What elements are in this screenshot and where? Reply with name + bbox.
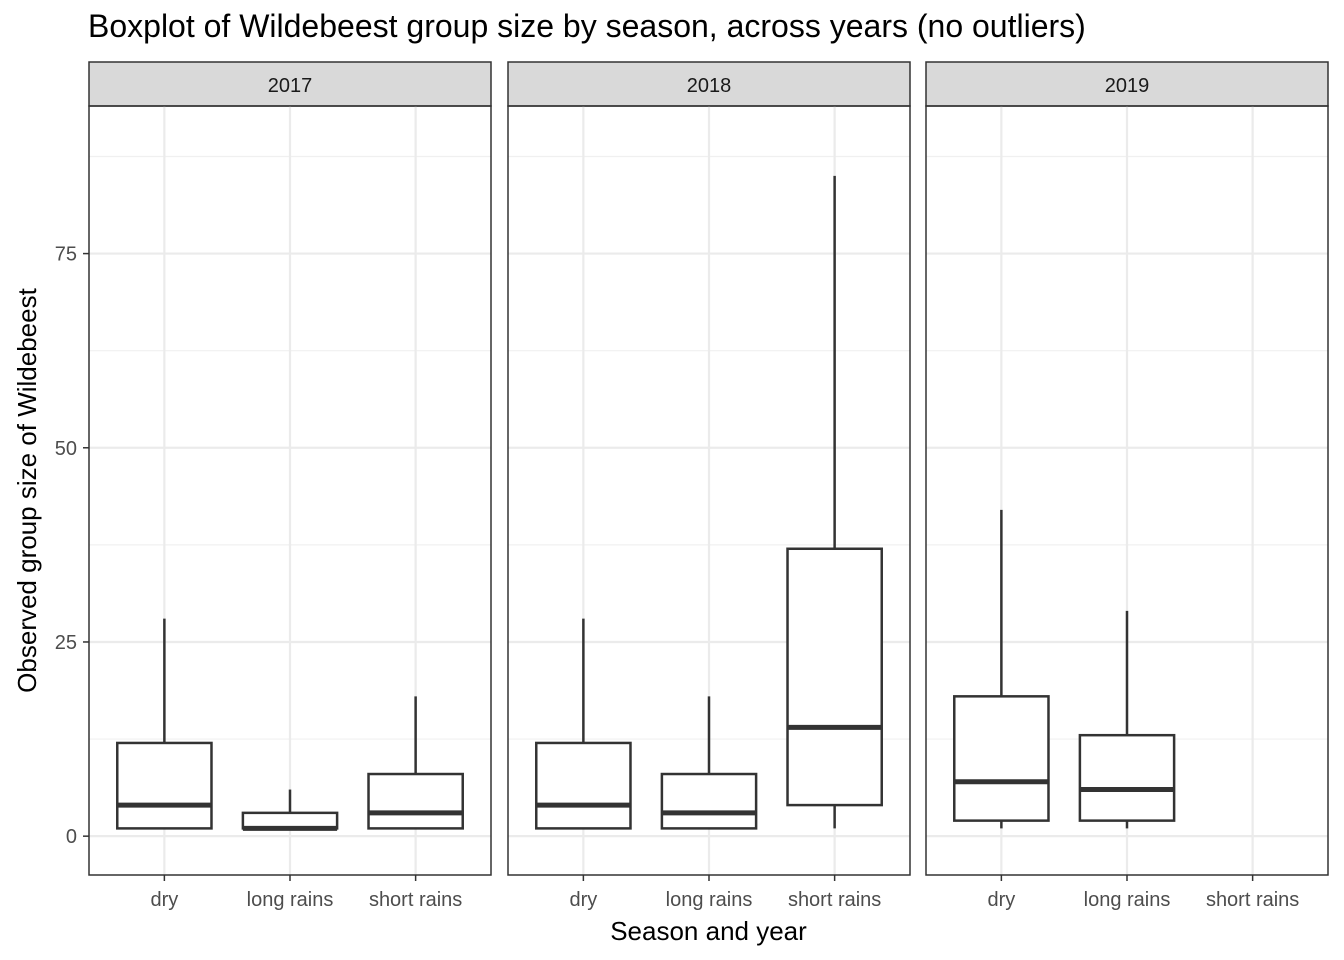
- x-tick-label: short rains: [788, 889, 881, 911]
- y-axis-title: Observed group size of Wildebeest: [12, 287, 42, 692]
- facet-label: 2019: [1105, 75, 1150, 97]
- box: [953, 695, 1050, 822]
- box: [1078, 733, 1176, 822]
- box: [535, 741, 632, 830]
- facet-strip: [507, 61, 911, 107]
- x-tick-label: dry: [569, 889, 597, 911]
- x-tick-label: long rains: [1084, 889, 1171, 911]
- x-tick-label: dry: [150, 889, 178, 911]
- facet-label: 2018: [687, 75, 732, 97]
- box: [367, 772, 464, 830]
- chart-title: Boxplot of Wildebeest group size by seas…: [88, 8, 1086, 44]
- x-tick-label: long rains: [247, 889, 334, 911]
- x-tick-label: short rains: [1206, 889, 1299, 911]
- y-tick-label: 75: [55, 244, 77, 266]
- y-tick-label: 25: [55, 632, 77, 654]
- y-tick-label: 0: [66, 826, 77, 848]
- x-tick-label: dry: [987, 889, 1015, 911]
- y-tick-label: 50: [55, 438, 77, 460]
- x-tick-label: short rains: [369, 889, 462, 911]
- x-tick-label: long rains: [666, 889, 753, 911]
- box: [786, 547, 883, 807]
- box: [660, 772, 758, 830]
- x-axis-title: Season and year: [610, 916, 807, 946]
- box: [116, 741, 213, 830]
- facet-strip: [925, 61, 1329, 107]
- facet-label: 2017: [268, 75, 313, 97]
